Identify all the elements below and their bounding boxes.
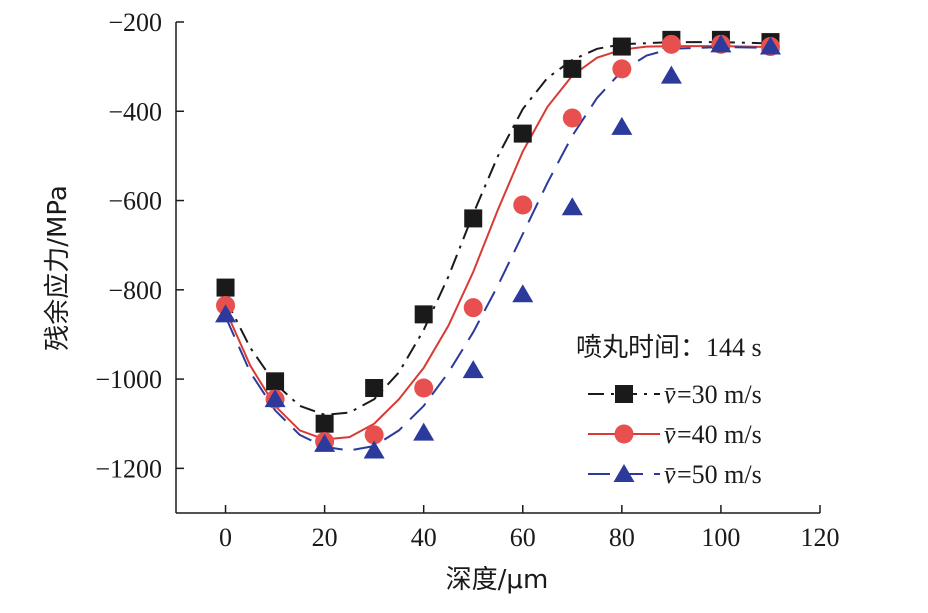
fit-line-series-3 <box>224 45 771 452</box>
data-point-series-1 <box>216 278 235 297</box>
data-point-series-1 <box>315 414 334 433</box>
data-point-series-2 <box>513 195 533 215</box>
data-point-series-1 <box>563 59 582 78</box>
legend-marker-series-2 <box>614 424 634 444</box>
data-point-series-3 <box>660 65 682 84</box>
x-tick-label: 80 <box>609 523 635 552</box>
data-point-series-1 <box>612 37 631 56</box>
y-tick-label: −400 <box>108 97 162 126</box>
data-point-series-3 <box>512 284 534 303</box>
data-point-series-3 <box>314 433 336 452</box>
data-point-series-1 <box>513 124 532 143</box>
x-axis-title: 深度/μm <box>446 565 549 595</box>
data-point-series-3 <box>611 116 633 135</box>
data-point-series-3 <box>264 389 286 408</box>
legend-label-series-2: =40 m/s <box>677 420 762 449</box>
data-point-series-2 <box>364 425 384 445</box>
x-tick-label: 40 <box>411 523 437 552</box>
data-point-series-3 <box>462 360 484 379</box>
data-point-series-2 <box>463 298 483 318</box>
x-tick-label: 100 <box>701 523 740 552</box>
data-point-series-1 <box>266 372 285 391</box>
data-point-series-3 <box>413 422 435 441</box>
data-point-series-1 <box>365 379 384 398</box>
x-tick-label: 120 <box>801 523 840 552</box>
data-point-series-3 <box>710 34 732 53</box>
data-point-series-2 <box>661 34 681 54</box>
data-point-series-2 <box>562 108 582 128</box>
fit-line-series-2 <box>224 45 771 441</box>
legend-title: 喷丸时间：144 s <box>576 333 762 362</box>
data-point-series-3 <box>363 440 385 459</box>
y-tick-label: −600 <box>108 187 162 216</box>
legend-marker-series-1 <box>615 385 633 403</box>
y-tick-label: −1000 <box>95 365 162 394</box>
data-point-series-3 <box>759 36 781 55</box>
legend-label-series-3: =50 m/s <box>677 460 762 489</box>
legend-symbol: v̄ <box>664 420 676 449</box>
data-point-series-3 <box>215 304 237 323</box>
legend-symbol: v̄ <box>664 460 676 489</box>
legend: 喷丸时间：144 s v̄ =30 m/sv̄ =40 m/sv̄ =50 m/s <box>576 333 762 489</box>
fit-line-series-1 <box>224 41 771 416</box>
legend-label-series-1: =30 m/s <box>677 380 762 409</box>
y-tick-label: −200 <box>108 8 162 37</box>
x-tick-label: 60 <box>510 523 536 552</box>
y-tick-label: −800 <box>108 276 162 305</box>
x-tick-label: 20 <box>312 523 338 552</box>
data-point-series-1 <box>414 305 433 324</box>
fit-curves <box>224 41 771 452</box>
y-axis-title: 残余应力/MPa <box>43 185 73 351</box>
data-point-series-2 <box>612 59 632 79</box>
data-markers <box>215 30 781 459</box>
x-tick-label: 0 <box>219 523 232 552</box>
legend-symbol: v̄ <box>664 380 676 409</box>
y-tick-label: −1200 <box>95 454 162 483</box>
ticks: 0 20 40 60 80 100 120 −200 −400 −600 −800 −1000 −120… <box>95 8 839 552</box>
axes <box>175 22 820 514</box>
data-point-series-2 <box>414 378 434 398</box>
data-point-series-1 <box>464 209 483 228</box>
data-point-series-3 <box>561 197 583 216</box>
legend-marker-series-3 <box>613 464 635 482</box>
